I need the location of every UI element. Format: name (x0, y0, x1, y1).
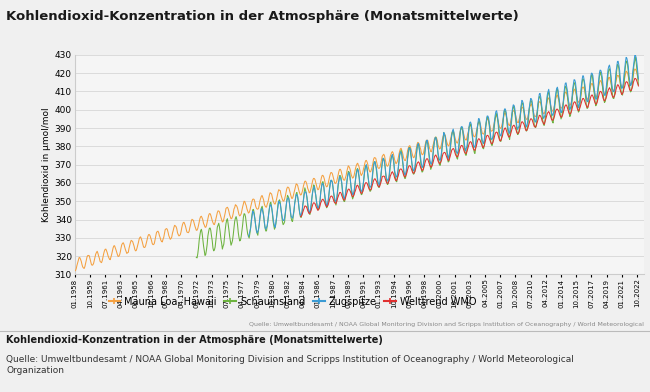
Text: Quelle: Umweltbundesamt / NOAA Global Monitoring Division and Scripps Institutio: Quelle: Umweltbundesamt / NOAA Global Mo… (248, 322, 644, 327)
Y-axis label: Kohlendioxid in µmol/mol: Kohlendioxid in µmol/mol (42, 107, 51, 222)
Text: Kohlendioxid-Konzentration in der Atmosphäre (Monatsmittelwerte): Kohlendioxid-Konzentration in der Atmosp… (6, 335, 384, 345)
Text: Quelle: Umweltbundesamt / NOAA Global Monitoring Division and Scripps Institutio: Quelle: Umweltbundesamt / NOAA Global Mo… (6, 355, 575, 375)
Legend: Mauna Loa, Hawaii, Schauinsland, Zugspitze, Welttrend WMO: Mauna Loa, Hawaii, Schauinsland, Zugspit… (105, 293, 480, 311)
Text: Kohlendioxid-Konzentration in der Atmosphäre (Monatsmittelwerte): Kohlendioxid-Konzentration in der Atmosp… (6, 10, 519, 23)
